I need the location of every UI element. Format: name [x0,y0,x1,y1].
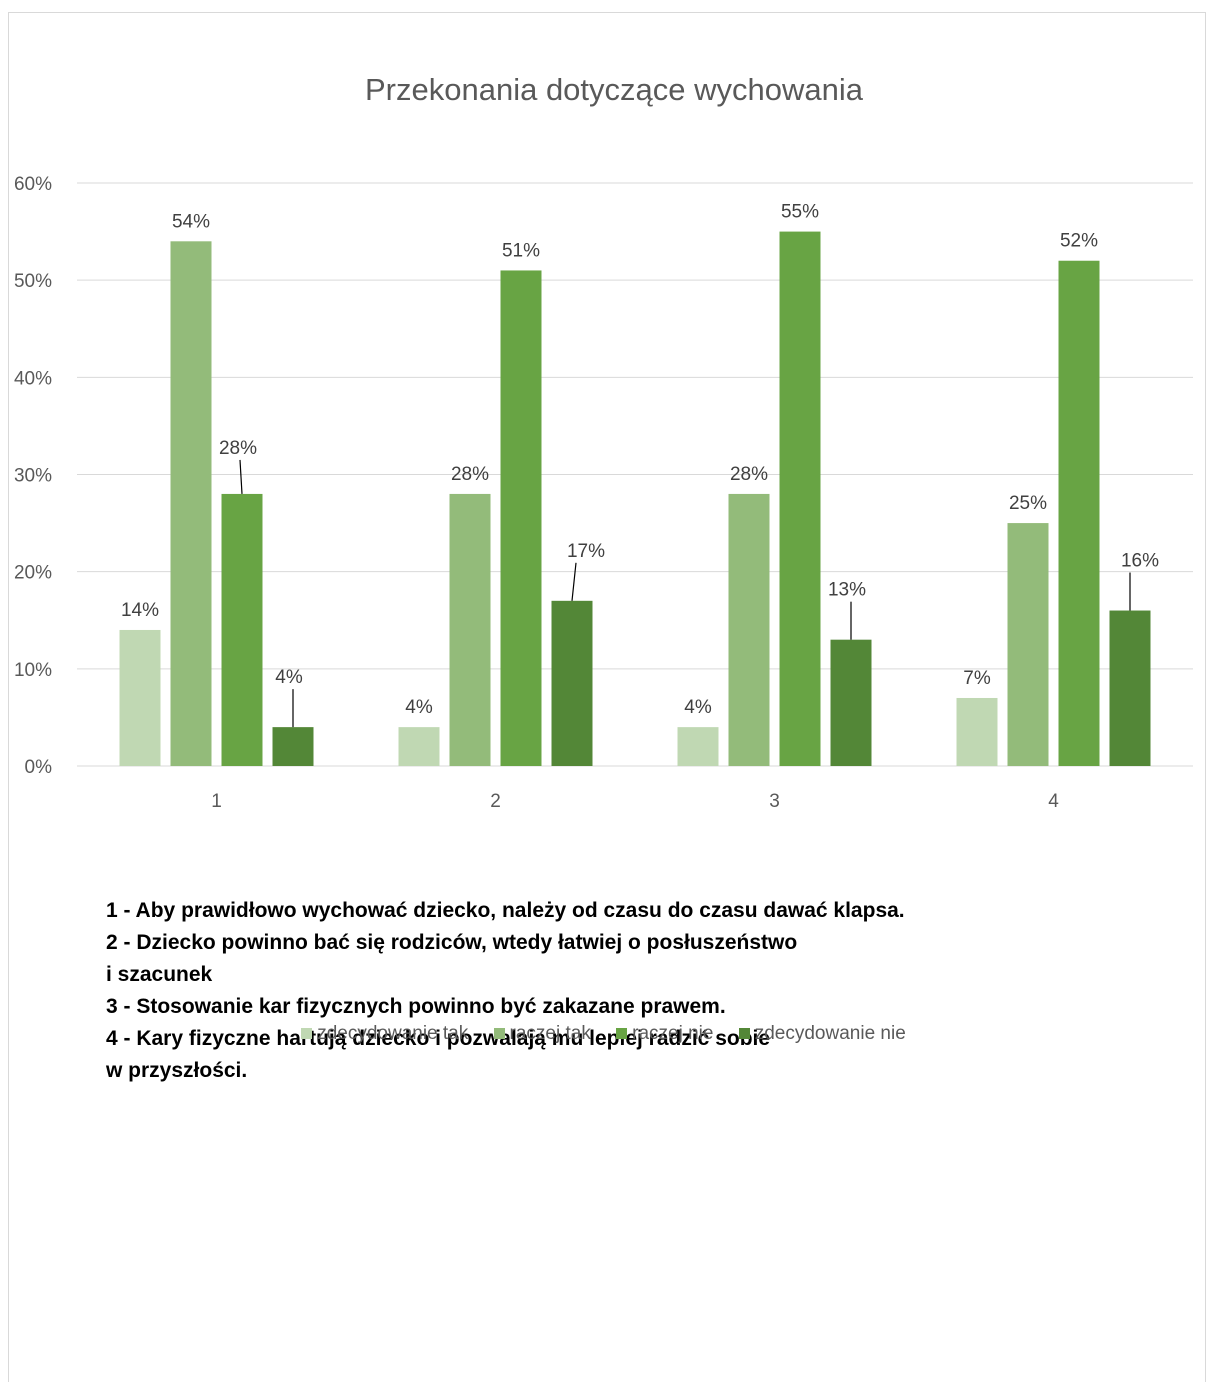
leader-line [571,562,577,601]
bar [728,493,770,766]
y-tick-label: 0% [25,757,53,778]
x-tick-label: 3 [769,791,780,812]
note-line: 4 - Kary fizyczne hartują dziecko i pozw… [106,1027,771,1050]
bar [170,241,212,767]
data-label: 13% [828,580,866,601]
data-label: 25% [1009,493,1047,514]
x-tick-label: 4 [1048,791,1059,812]
note-line: 3 - Stosowanie kar fizycznych powinno by… [106,995,726,1018]
bar [551,600,593,766]
data-label: 28% [730,464,768,485]
legend-item: zdecydowanie nie [738,1023,906,1045]
y-tick-label: 60% [14,174,52,195]
legend: zdecydowanie tak raczej tak raczej nie z… [0,1023,1207,1045]
bar-chart: Przekonania dotyczące wychowania 0%10%20… [14,72,1193,812]
legend-label: zdecydowanie nie [754,1023,906,1044]
bar [779,231,821,767]
x-tick-label: 2 [490,791,501,812]
data-label: 28% [451,464,489,485]
gridlines [77,182,1193,767]
x-tick-label: 1 [211,791,222,812]
bar [1007,523,1049,766]
note-line: w przyszłości. [106,1059,248,1082]
bar [221,493,263,766]
y-tick-label: 50% [14,271,52,292]
legend-item: raczej tak [493,1023,591,1045]
chart-title: Przekonania dotyczące wychowania [365,72,864,107]
data-label: 54% [172,211,210,232]
data-label: 52% [1060,231,1098,252]
data-label: 7% [963,668,991,689]
note-line: 2 - Dziecko powinno bać się rodziców, wt… [106,931,798,954]
x-axis-ticks: 1 2 3 4 [211,791,1059,812]
data-label: 4% [684,697,712,718]
y-tick-label: 10% [14,660,52,681]
bar [398,727,440,766]
data-label: 51% [502,240,540,261]
legend-swatch [616,1028,628,1039]
data-label: 16% [1121,551,1159,572]
legend-item: zdecydowanie tak [301,1023,468,1045]
legend-swatch [738,1028,750,1039]
y-axis-ticks: 0% 10% 20% 30% 40% 50% 60% [14,174,52,778]
data-label: 14% [121,600,159,621]
data-label: 4% [275,667,303,688]
bar [677,727,719,766]
legend-label: zdecydowanie tak [317,1023,469,1044]
bars [119,231,1151,767]
leader-line [239,459,243,494]
y-tick-label: 30% [14,466,52,487]
y-tick-label: 20% [14,563,52,584]
data-label: 28% [219,438,257,459]
chart-frame [8,12,1206,1382]
bar [500,270,542,766]
bar [830,639,872,766]
legend-swatch [493,1028,505,1039]
y-tick-label: 40% [14,368,52,389]
note-line: i szacunek [106,963,213,986]
legend-swatch [301,1028,313,1039]
bar [119,629,161,766]
note-line: 1 - Aby prawidłowo wychować dziecko, nal… [106,899,905,922]
legend-label: raczej nie [632,1023,714,1044]
legend-item: raczej nie [616,1023,713,1045]
notes: 1 - Aby prawidłowo wychować dziecko, nal… [106,895,1106,1087]
legend-label: raczej tak [509,1023,591,1044]
data-labels: 14% 54% 28% 4% 4% 28% 51% 17% 4% 28% 55% 13% 7% 25% 52… [121,202,1159,719]
data-label: 55% [781,202,819,223]
bar [1109,610,1151,766]
bar [1058,260,1100,766]
data-label: 4% [405,697,433,718]
bar [272,727,314,766]
leader-lines [239,459,1131,728]
bar [449,493,491,766]
bar [956,697,998,766]
data-label: 17% [567,541,605,562]
